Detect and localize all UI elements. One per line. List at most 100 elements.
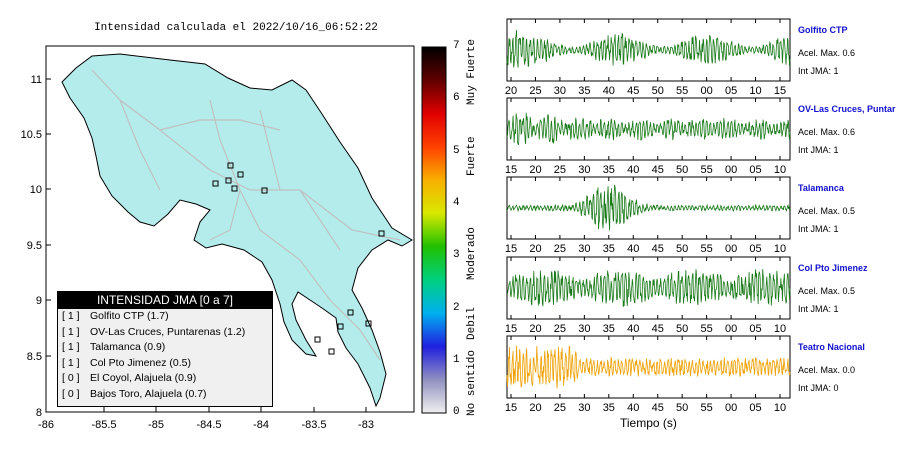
legend-rows: [ 1 ] Golfito CTP (1.7) [ 1 ] OV-Las Cruces…	[58, 309, 272, 402]
intensity-legend: INTENSIDAD JMA [0 a 7] [ 1 ] Golfito CTP …	[57, 291, 273, 407]
panel-x-tick-label: 45	[652, 243, 664, 255]
panel-x-tick-label: 00	[725, 323, 737, 335]
station-max-acceleration: Acel. Max. 0.6	[798, 127, 856, 137]
panel-x-tick-label: 25	[554, 323, 566, 335]
panel-x-tick-label: 15	[774, 85, 786, 97]
colorbar-tick-label: 7	[453, 40, 460, 52]
colorbar-gradient	[421, 46, 447, 414]
panel-x-tick-label: 15	[505, 164, 517, 176]
panel-x-tick-label: 50	[676, 164, 688, 176]
panel-x-tick-label: 55	[701, 164, 713, 176]
panel-x-tick-label: 35	[603, 243, 615, 255]
panel-x-tick-label: 20	[529, 164, 541, 176]
legend-intensity: [ 0 ]	[62, 372, 80, 384]
map-x-tick-label: -85	[148, 419, 164, 431]
legend-intensity: [ 1 ]	[62, 310, 80, 322]
panel-x-tick-label: 45	[652, 323, 664, 335]
station-name: Teatro Nacional	[798, 342, 865, 352]
panel-x-tick-label: 55	[701, 402, 713, 414]
map-y-tick-label: 8.5	[27, 351, 42, 363]
waveform-panel: 15 20 25 30 35 40 45 50 55 00 05 10	[505, 176, 791, 255]
station-max-acceleration: Acel. Max. 0.0	[798, 365, 856, 375]
road-network	[91, 69, 401, 361]
panel-x-tick-label: 00	[701, 85, 713, 97]
panel-x-tick-label: 35	[603, 323, 615, 335]
station-jma-intensity: Int JMA: 1	[798, 224, 839, 234]
station-max-acceleration: Acel. Max. 0.5	[798, 286, 856, 296]
panel-x-tick-label: 35	[603, 402, 615, 414]
legend-station: El Coyol, Alajuela (0.9)	[90, 372, 197, 384]
map-y-tick-label: 10	[30, 184, 42, 196]
map-y-axis: 11 10.5 10 9.5 9 8.5 8	[21, 74, 51, 419]
legend-station: Talamanca (0.9)	[90, 341, 166, 353]
map-y-tick-label: 8	[36, 407, 42, 419]
waveform-trace	[506, 112, 791, 146]
legend-row: [ 0 ] El Coyol, Alajuela (0.9)	[58, 371, 272, 387]
map-x-axis: -86 -85.5 -85 -84.5 -84 -83.5 -83	[38, 407, 374, 431]
colorbar-tick-label: 6	[453, 92, 460, 105]
panel-x-tick-label: 45	[627, 85, 639, 97]
legend-row: [ 1 ] Col Pto Jimenez (0.5)	[58, 356, 272, 372]
waveform-trace	[507, 269, 791, 308]
panel-x-tick-label: 05	[725, 85, 737, 97]
station-name: OV-Las Cruces, Puntar	[798, 104, 896, 114]
station-jma-intensity: Int JMA: 1	[798, 304, 839, 314]
map-y-tick-label: 11	[31, 74, 42, 86]
panel-x-tick-label: 10	[774, 164, 786, 176]
map-x-tick-label: -84	[253, 419, 269, 431]
panel-x-tick-label: 30	[554, 85, 566, 97]
legend-station: OV-Las Cruces, Puntarenas (1.2)	[90, 325, 246, 338]
panel-x-tick-label: 30	[578, 402, 590, 414]
legend-intensity: [ 1 ]	[62, 325, 80, 338]
colorbar-tick-label: 5	[453, 144, 460, 157]
station-jma-intensity: Int JMA: 0	[798, 383, 839, 393]
station-jma-intensity: Int JMA: 1	[798, 66, 839, 76]
costa-rica-land	[61, 53, 413, 408]
legend-station: Col Pto Jimenez (0.5)	[90, 356, 191, 369]
map-x-tick-label: -83	[358, 419, 374, 431]
panel-x-tick-label: 50	[676, 243, 688, 255]
panel-x-tick-label: 45	[652, 402, 664, 414]
legend-intensity: [ 0 ]	[62, 387, 80, 400]
map-y-tick-label: 9.5	[27, 240, 42, 252]
panel-x-tick-label: 05	[749, 402, 761, 414]
panel-x-tick-label: 55	[676, 85, 688, 97]
panel-x-tick-label: 55	[701, 323, 713, 335]
station-markers	[212, 162, 385, 355]
waveform-trace	[506, 184, 791, 231]
map-x-tick-label: -84.5	[196, 419, 221, 431]
colorbar-tick-label: 0	[453, 406, 460, 419]
waveform-panel: 15 20 25 30 35 40 45 50 55 00 05 10	[505, 256, 791, 335]
panel-x-tick-label: 25	[529, 85, 541, 97]
map-y-tick-label: 10.5	[21, 129, 42, 141]
panel-x-tick-label: 20	[529, 323, 541, 335]
legend-row: [ 1 ] Talamanca (0.9)	[58, 340, 272, 356]
map-x-tick-label: -83.5	[301, 419, 326, 431]
waveform-trace	[506, 345, 791, 389]
panel-x-tick-label: 00	[725, 243, 737, 255]
panel-x-tick-label: 00	[725, 164, 737, 176]
panel-x-tick-label: 25	[554, 243, 566, 255]
station-name: Golfito CTP	[798, 25, 848, 35]
station-jma-intensity: Int JMA: 1	[798, 145, 839, 155]
panel-x-tick-label: 05	[749, 164, 761, 176]
colorbar-tick-label: 4	[453, 196, 460, 209]
station-name: Talamanca	[798, 183, 844, 193]
panel-x-tick-label: 20	[505, 85, 517, 97]
panel-x-tick-label: 05	[749, 323, 761, 335]
colorbar-tick-label: 1	[453, 353, 460, 366]
legend-station: Golfito CTP (1.7)	[90, 310, 169, 322]
panel-x-tick-label: 05	[749, 243, 761, 255]
panel-x-tick-label: 50	[652, 85, 664, 97]
legend-row: [ 1 ] OV-Las Cruces, Puntarenas (1.2)	[58, 325, 272, 341]
panel-x-tick-label: 20	[529, 243, 541, 255]
panel-x-tick-label: 10	[774, 243, 786, 255]
panel-frame	[506, 18, 791, 82]
waveform-panel: 20 25 30 35 40 45 50 55 00 05 10 15	[505, 18, 791, 97]
panel-x-tick-label: 40	[603, 85, 615, 97]
panel-x-tick-label: 40	[627, 164, 639, 176]
waveform-panel: 15 20 25 30 35 40 45 50 55 00 05 10	[505, 335, 791, 414]
legend-intensity: [ 1 ]	[62, 356, 80, 369]
waveform-panel: 15 20 25 30 35 40 45 50 55 00 05 10	[505, 97, 791, 176]
